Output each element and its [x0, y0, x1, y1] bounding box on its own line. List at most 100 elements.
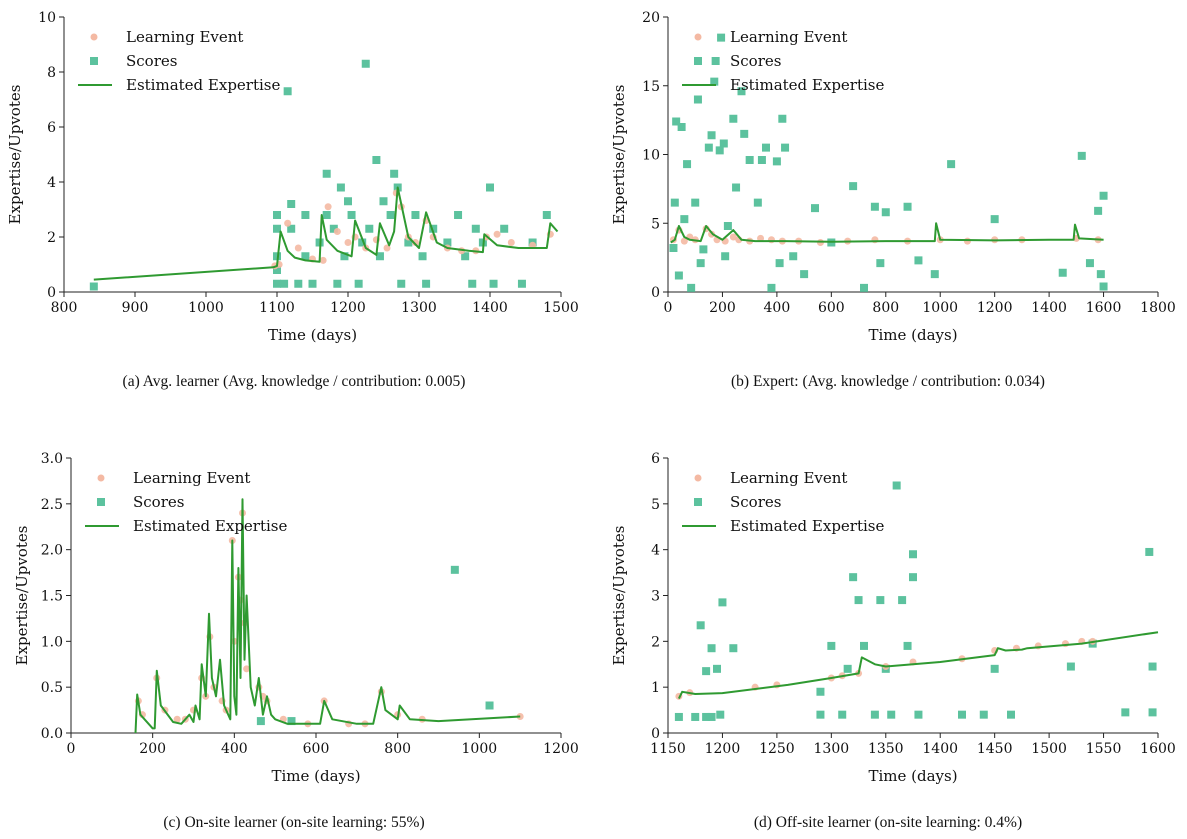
y-axis-label: Expertise/Upvotes: [13, 526, 31, 666]
score-point: [677, 123, 686, 131]
y-tick-label: 2: [47, 230, 56, 246]
x-tick-label: 200: [709, 300, 736, 316]
y-tick-label: 0.0: [41, 726, 63, 742]
x-tick-label: 1200: [330, 300, 366, 316]
score-point: [762, 143, 770, 152]
y-tick-label: 6: [651, 451, 660, 467]
score-point: [740, 129, 749, 138]
score-point: [450, 565, 459, 574]
x-tick-label: 600: [818, 300, 845, 316]
legend-score-marker: [97, 498, 105, 506]
score-point: [838, 710, 847, 719]
score-point: [411, 211, 420, 219]
score-point: [723, 222, 732, 230]
legend-entry: Learning Event: [126, 28, 243, 46]
panel-caption: (c) On-site learner (on-site learning: 5…: [163, 814, 424, 831]
score-point: [308, 279, 317, 288]
y-tick-label: 1.0: [41, 634, 63, 650]
x-tick-label: 400: [221, 741, 248, 757]
expertise-line: [670, 222, 1104, 244]
score-point: [745, 156, 754, 164]
learning-event-point: [507, 239, 515, 246]
score-point: [849, 182, 858, 191]
score-point: [772, 157, 781, 166]
y-tick-label: 0: [651, 285, 660, 301]
score-point: [273, 252, 281, 261]
y-tick-label: 2: [651, 634, 660, 650]
x-tick-label: 800: [872, 300, 899, 316]
score-point: [429, 224, 438, 233]
y-tick-label: 0: [651, 726, 660, 742]
y-tick-label: 1.5: [41, 589, 63, 605]
learning-event-point: [333, 228, 341, 235]
score-point: [674, 271, 683, 280]
score-point: [287, 717, 296, 726]
score-point: [672, 117, 681, 126]
score-point: [397, 279, 406, 288]
y-tick-label: 10: [38, 10, 56, 26]
x-tick-label: 1200: [543, 741, 579, 757]
x-tick-label: 1100: [259, 300, 295, 316]
score-point: [471, 224, 480, 233]
learning-event-point: [344, 239, 352, 246]
score-point: [489, 279, 498, 288]
score-point: [485, 701, 494, 710]
legend: Learning Event Scores Estimated Expertise: [682, 469, 884, 535]
x-tick-label: 1800: [1140, 300, 1176, 316]
score-point: [461, 252, 470, 261]
score-point: [1099, 282, 1108, 291]
score-point: [789, 252, 798, 261]
learning-event-point: [284, 219, 292, 227]
learning-event-point: [411, 239, 419, 246]
score-point: [287, 200, 296, 208]
score-point: [500, 224, 509, 233]
score-point: [699, 245, 708, 254]
legend: Learning Event Scores Estimated Expertise: [78, 28, 280, 94]
y-tick-label: 0: [47, 285, 56, 301]
score-point: [693, 95, 702, 104]
panel-caption: (d) Off-site learner (on-site learning: …: [754, 814, 1022, 831]
score-point: [881, 208, 890, 217]
y-tick-label: 5: [651, 497, 660, 513]
score-point: [1148, 708, 1157, 717]
score-point: [1058, 268, 1067, 277]
score-point: [329, 224, 338, 233]
score-point: [301, 211, 310, 219]
score-point: [843, 664, 852, 673]
y-tick-label: 3: [651, 589, 660, 605]
score-point: [273, 266, 281, 274]
x-tick-label: 600: [303, 741, 330, 757]
score-point: [909, 550, 917, 559]
y-tick-label: 4: [651, 543, 660, 559]
x-axis-label: Time (days): [868, 767, 957, 785]
score-point: [273, 211, 281, 219]
score-point: [757, 156, 766, 164]
score-point: [702, 667, 711, 676]
score-point: [979, 710, 988, 719]
learning-event-point: [708, 230, 716, 238]
learning-event-point: [324, 203, 332, 211]
score-point: [718, 598, 727, 607]
expertise-line: [134, 498, 521, 734]
x-tick-label: 900: [122, 300, 149, 316]
score-point: [947, 160, 956, 169]
x-tick-label: 1350: [868, 741, 904, 757]
score-point: [379, 197, 388, 206]
y-tick-label: 6: [47, 120, 56, 136]
panel-a: 800 900 1000 1100 1200 1300 1400 1500 0 2 4 6 8 10 Tim…: [6, 10, 579, 390]
score-point: [301, 252, 310, 261]
score-point: [454, 211, 463, 219]
score-point: [930, 270, 939, 279]
y-tick-label: 5: [651, 216, 660, 232]
score-point: [273, 224, 281, 233]
x-tick-label: 800: [51, 300, 78, 316]
score-point: [468, 279, 477, 288]
score-point: [713, 664, 721, 673]
y-tick-label: 15: [642, 79, 660, 95]
score-point: [716, 710, 725, 719]
x-tick-label: 1600: [1086, 300, 1122, 316]
legend-entry: Estimated Expertise: [126, 76, 280, 94]
score-point: [729, 114, 738, 123]
score-point: [1077, 151, 1086, 160]
score-point: [354, 279, 363, 288]
